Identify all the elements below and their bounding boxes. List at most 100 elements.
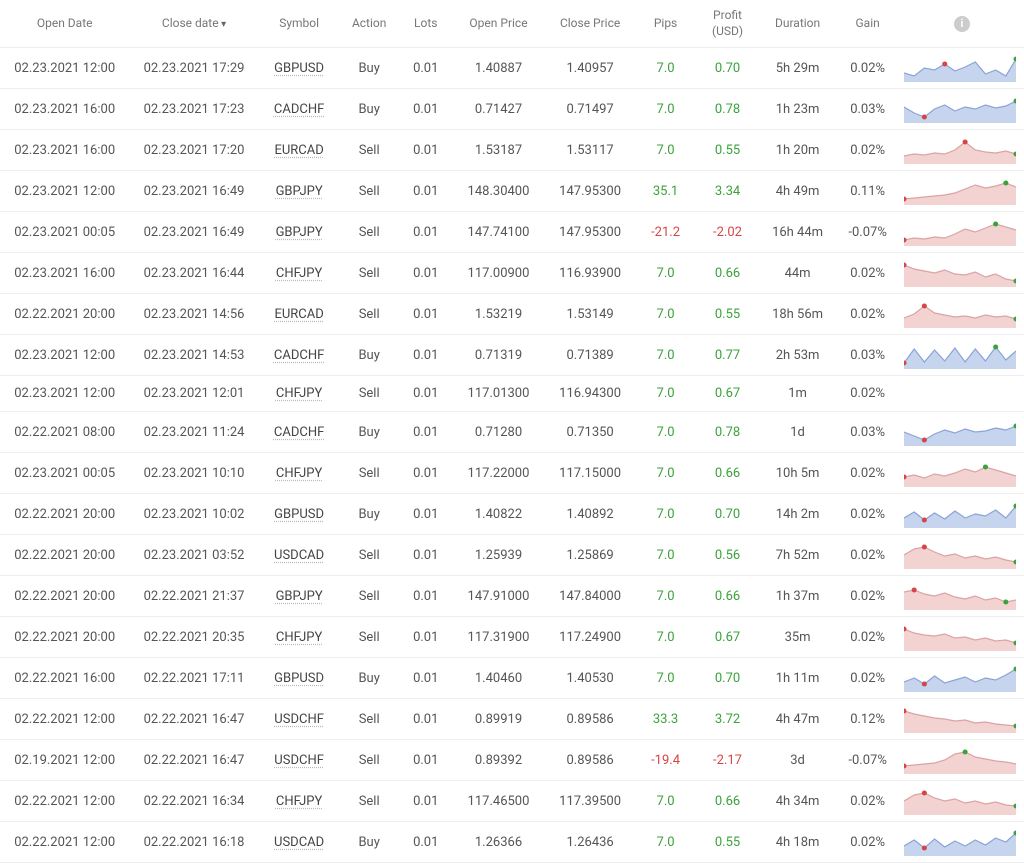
table-row[interactable]: 02.23.2021 12:00 02.23.2021 16:49 GBPJPY… bbox=[0, 171, 1024, 212]
cell-symbol[interactable]: CHFJPY bbox=[259, 453, 340, 494]
cell-gain: 0.02% bbox=[835, 376, 900, 412]
cell-symbol[interactable]: CHFJPY bbox=[259, 617, 340, 658]
table-row[interactable]: 02.23.2021 00:05 02.23.2021 10:10 CHFJPY… bbox=[0, 453, 1024, 494]
symbol-link[interactable]: GBPJPY bbox=[276, 225, 323, 240]
col-profit[interactable]: Profit (USD) bbox=[695, 0, 760, 48]
symbol-link[interactable]: GBPJPY bbox=[276, 184, 323, 199]
cell-symbol[interactable]: CHFJPY bbox=[259, 253, 340, 294]
cell-duration: 4h 47m bbox=[760, 699, 835, 740]
col-lots[interactable]: Lots bbox=[399, 0, 453, 48]
table-row[interactable]: 02.23.2021 12:00 02.23.2021 12:01 CHFJPY… bbox=[0, 376, 1024, 412]
cell-symbol[interactable]: CADCHF bbox=[259, 335, 340, 376]
table-row[interactable]: 02.22.2021 12:00 02.22.2021 16:34 CHFJPY… bbox=[0, 781, 1024, 822]
symbol-link[interactable]: USDCAD bbox=[274, 835, 324, 850]
col-close-date[interactable]: Close date bbox=[129, 0, 258, 48]
cell-symbol[interactable]: CADCHF bbox=[259, 412, 340, 453]
cell-duration: 1h 23m bbox=[760, 89, 835, 130]
cell-symbol[interactable]: USDCAD bbox=[259, 822, 340, 863]
symbol-link[interactable]: CHFJPY bbox=[276, 386, 322, 401]
symbol-link[interactable]: CADCHF bbox=[274, 102, 324, 117]
table-row[interactable]: 02.22.2021 20:00 02.23.2021 14:56 EURCAD… bbox=[0, 294, 1024, 335]
cell-symbol[interactable]: EURCAD bbox=[259, 294, 340, 335]
table-row[interactable]: 02.23.2021 12:00 02.23.2021 17:29 GBPUSD… bbox=[0, 48, 1024, 89]
cell-pips: 35.1 bbox=[636, 171, 695, 212]
symbol-link[interactable]: USDCHF bbox=[274, 712, 324, 727]
table-row[interactable]: 02.23.2021 00:05 02.23.2021 16:49 GBPJPY… bbox=[0, 212, 1024, 253]
table-row[interactable]: 02.23.2021 16:00 02.23.2021 17:23 CADCHF… bbox=[0, 89, 1024, 130]
cell-close-date: 02.23.2021 17:20 bbox=[129, 130, 258, 171]
table-row[interactable]: 02.22.2021 16:00 02.22.2021 17:11 GBPUSD… bbox=[0, 658, 1024, 699]
cell-open-price: 117.22000 bbox=[453, 453, 545, 494]
cell-close-price: 0.89586 bbox=[544, 699, 636, 740]
cell-gain: -0.07% bbox=[835, 212, 900, 253]
table-body: 02.23.2021 12:00 02.23.2021 17:29 GBPUSD… bbox=[0, 48, 1024, 863]
cell-symbol[interactable]: CHFJPY bbox=[259, 376, 340, 412]
cell-action: Buy bbox=[340, 412, 399, 453]
col-open-date[interactable]: Open Date bbox=[0, 0, 129, 48]
cell-symbol[interactable]: GBPJPY bbox=[259, 171, 340, 212]
symbol-link[interactable]: USDCAD bbox=[274, 548, 324, 563]
table-row[interactable]: 02.23.2021 16:00 02.23.2021 16:44 CHFJPY… bbox=[0, 253, 1024, 294]
cell-lots: 0.01 bbox=[399, 576, 453, 617]
cell-lots: 0.01 bbox=[399, 412, 453, 453]
symbol-link[interactable]: GBPJPY bbox=[276, 589, 323, 604]
col-pips[interactable]: Pips bbox=[636, 0, 695, 48]
symbol-link[interactable]: CADCHF bbox=[274, 348, 324, 363]
cell-lots: 0.01 bbox=[399, 294, 453, 335]
cell-profit: 0.66 bbox=[695, 453, 760, 494]
cell-pips: -19.4 bbox=[636, 740, 695, 781]
cell-open-price: 117.00900 bbox=[453, 253, 545, 294]
symbol-link[interactable]: EURCAD bbox=[274, 307, 323, 322]
cell-duration: 1h 20m bbox=[760, 130, 835, 171]
cell-sparkline bbox=[900, 171, 1024, 212]
col-chart[interactable]: i bbox=[900, 0, 1024, 48]
cell-sparkline bbox=[900, 212, 1024, 253]
cell-symbol[interactable]: USDCHF bbox=[259, 740, 340, 781]
cell-symbol[interactable]: GBPJPY bbox=[259, 212, 340, 253]
table-row[interactable]: 02.22.2021 20:00 02.22.2021 20:35 CHFJPY… bbox=[0, 617, 1024, 658]
cell-symbol[interactable]: GBPJPY bbox=[259, 576, 340, 617]
table-row[interactable]: 02.22.2021 20:00 02.23.2021 03:52 USDCAD… bbox=[0, 535, 1024, 576]
symbol-link[interactable]: CHFJPY bbox=[276, 466, 322, 481]
symbol-link[interactable]: GBPUSD bbox=[274, 671, 324, 686]
cell-symbol[interactable]: USDCAD bbox=[259, 535, 340, 576]
cell-symbol[interactable]: CADCHF bbox=[259, 89, 340, 130]
cell-symbol[interactable]: GBPUSD bbox=[259, 658, 340, 699]
col-symbol[interactable]: Symbol bbox=[259, 0, 340, 48]
table-row[interactable]: 02.22.2021 12:00 02.22.2021 16:47 USDCHF… bbox=[0, 699, 1024, 740]
table-row[interactable]: 02.19.2021 12:00 02.22.2021 16:47 USDCHF… bbox=[0, 740, 1024, 781]
cell-symbol[interactable]: GBPUSD bbox=[259, 48, 340, 89]
symbol-link[interactable]: EURCAD bbox=[274, 143, 323, 158]
table-row[interactable]: 02.23.2021 16:00 02.23.2021 17:20 EURCAD… bbox=[0, 130, 1024, 171]
table-row[interactable]: 02.22.2021 20:00 02.22.2021 21:37 GBPJPY… bbox=[0, 576, 1024, 617]
symbol-link[interactable]: CADCHF bbox=[274, 425, 324, 440]
symbol-link[interactable]: GBPUSD bbox=[274, 507, 324, 522]
cell-symbol[interactable]: USDCHF bbox=[259, 699, 340, 740]
table-row[interactable]: 02.22.2021 08:00 02.23.2021 11:24 CADCHF… bbox=[0, 412, 1024, 453]
table-row[interactable]: 02.22.2021 20:00 02.23.2021 10:02 GBPUSD… bbox=[0, 494, 1024, 535]
col-action[interactable]: Action bbox=[340, 0, 399, 48]
col-duration[interactable]: Duration bbox=[760, 0, 835, 48]
cell-profit: -2.17 bbox=[695, 740, 760, 781]
cell-action: Sell bbox=[340, 171, 399, 212]
cell-gain: 0.02% bbox=[835, 48, 900, 89]
symbol-link[interactable]: GBPUSD bbox=[274, 61, 324, 76]
symbol-link[interactable]: USDCHF bbox=[274, 753, 324, 768]
cell-pips: 7.0 bbox=[636, 658, 695, 699]
cell-profit: 3.72 bbox=[695, 699, 760, 740]
info-icon[interactable]: i bbox=[954, 16, 970, 32]
symbol-link[interactable]: CHFJPY bbox=[276, 794, 322, 809]
cell-sparkline bbox=[900, 412, 1024, 453]
symbol-link[interactable]: CHFJPY bbox=[276, 630, 322, 645]
cell-symbol[interactable]: GBPUSD bbox=[259, 494, 340, 535]
symbol-link[interactable]: CHFJPY bbox=[276, 266, 322, 281]
cell-duration: 4h 18m bbox=[760, 822, 835, 863]
col-close-price[interactable]: Close Price bbox=[544, 0, 636, 48]
cell-lots: 0.01 bbox=[399, 822, 453, 863]
table-row[interactable]: 02.22.2021 12:00 02.22.2021 16:18 USDCAD… bbox=[0, 822, 1024, 863]
table-row[interactable]: 02.23.2021 12:00 02.23.2021 14:53 CADCHF… bbox=[0, 335, 1024, 376]
cell-symbol[interactable]: CHFJPY bbox=[259, 781, 340, 822]
col-open-price[interactable]: Open Price bbox=[453, 0, 545, 48]
cell-symbol[interactable]: EURCAD bbox=[259, 130, 340, 171]
col-gain[interactable]: Gain bbox=[835, 0, 900, 48]
